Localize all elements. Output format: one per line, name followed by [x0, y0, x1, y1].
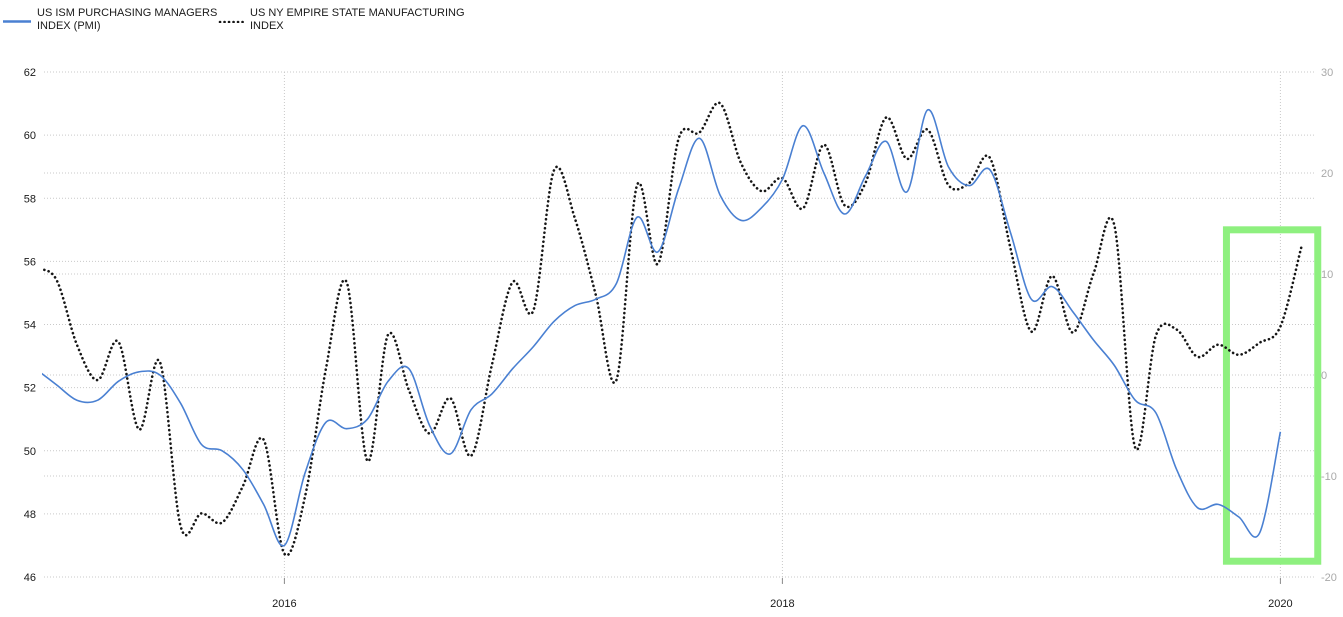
x-axis-ticks: [283, 578, 1281, 584]
empire-state-line: [42, 101, 1303, 557]
left-axis-label: 48: [24, 509, 36, 521]
left-axis-label: 56: [24, 256, 36, 268]
legend-label-empire-line2: INDEX: [250, 20, 284, 32]
pmi-line-swatch-icon: [3, 20, 31, 23]
legend-label-pmi-line1: US ISM PURCHASING MANAGERS: [37, 7, 218, 19]
right-axis-label: 20: [1321, 168, 1333, 180]
empire-line-swatch-icon: [218, 20, 246, 23]
right-axis-label: 10: [1321, 269, 1333, 281]
pmi-line: [42, 109, 1282, 547]
left-axis-label: 58: [24, 193, 36, 205]
left-axis-label: 60: [24, 130, 36, 142]
left-axis-label: 62: [24, 67, 36, 79]
grid-horizontal: [44, 71, 1316, 578]
x-axis-label: 2016: [272, 598, 296, 610]
left-axis-label: 52: [24, 383, 36, 395]
highlight-box: [1222, 226, 1322, 565]
legend-label-pmi-line2: INDEX (PMI): [37, 20, 101, 32]
x-axis-label: 2020: [1268, 598, 1292, 610]
right-axis-label: 0: [1321, 370, 1327, 382]
grid-vertical: [283, 72, 1281, 584]
right-axis-label: 30: [1321, 67, 1333, 79]
left-axis-label: 50: [24, 446, 36, 458]
chart-legend: US ISM PURCHASING MANAGERS INDEX (PMI) U…: [0, 7, 1343, 47]
legend-label-empire: US NY EMPIRE STATE MANUFACTURING INDEX: [250, 7, 465, 33]
right-axis-label: -10: [1321, 471, 1337, 483]
right-axis-label: -20: [1321, 572, 1337, 584]
legend-label-empire-line1: US NY EMPIRE STATE MANUFACTURING: [250, 7, 465, 19]
left-axis-label: 46: [24, 572, 36, 584]
left-axis-label: 54: [24, 320, 36, 332]
x-axis-label: 2018: [770, 598, 794, 610]
legend-label-pmi: US ISM PURCHASING MANAGERS INDEX (PMI): [37, 7, 217, 33]
